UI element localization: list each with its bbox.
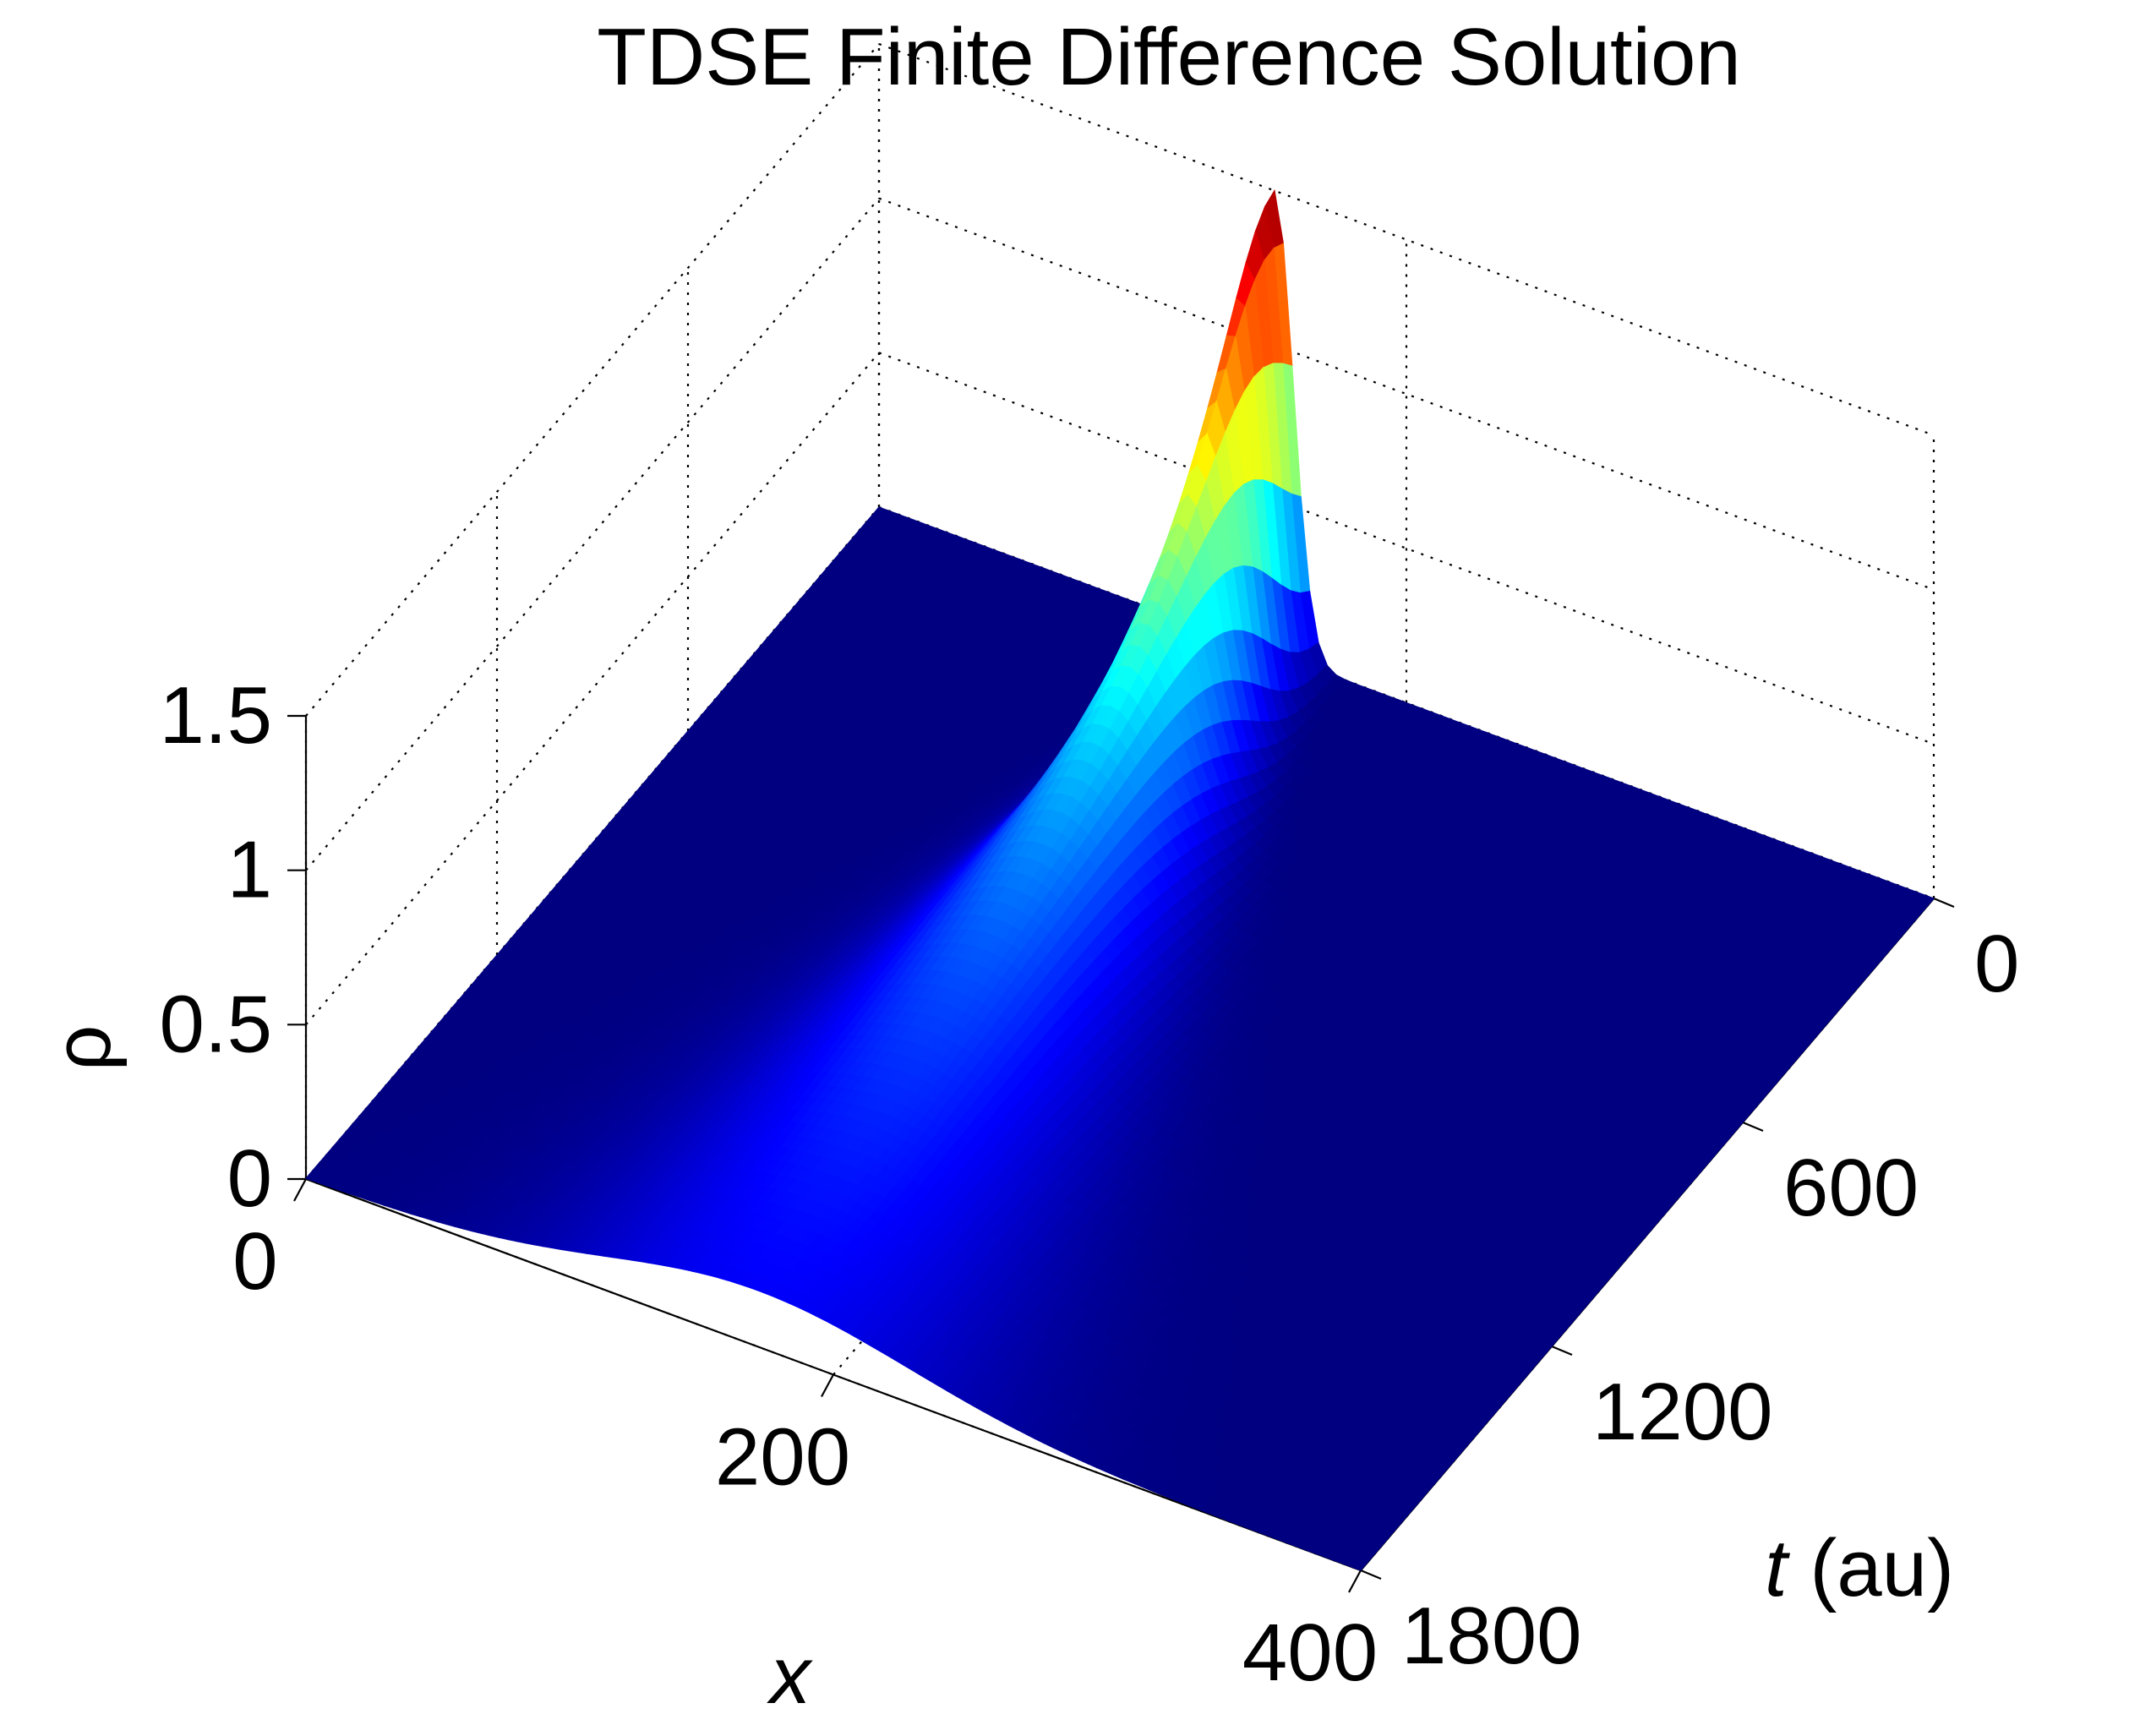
t-tick-mark	[1360, 1569, 1382, 1580]
x-tick-mark	[821, 1373, 834, 1398]
x-tick-mark	[293, 1178, 307, 1202]
t-tick-mark	[1742, 1121, 1764, 1133]
chart-title: TDSE Finite Difference Solution	[597, 12, 1741, 102]
t-tick-mark	[1551, 1345, 1573, 1357]
t-tick-mark	[1933, 897, 1955, 909]
x-tick-mark	[1348, 1569, 1362, 1593]
grid-line-rho	[878, 197, 1935, 591]
density-surface	[304, 188, 1935, 1571]
